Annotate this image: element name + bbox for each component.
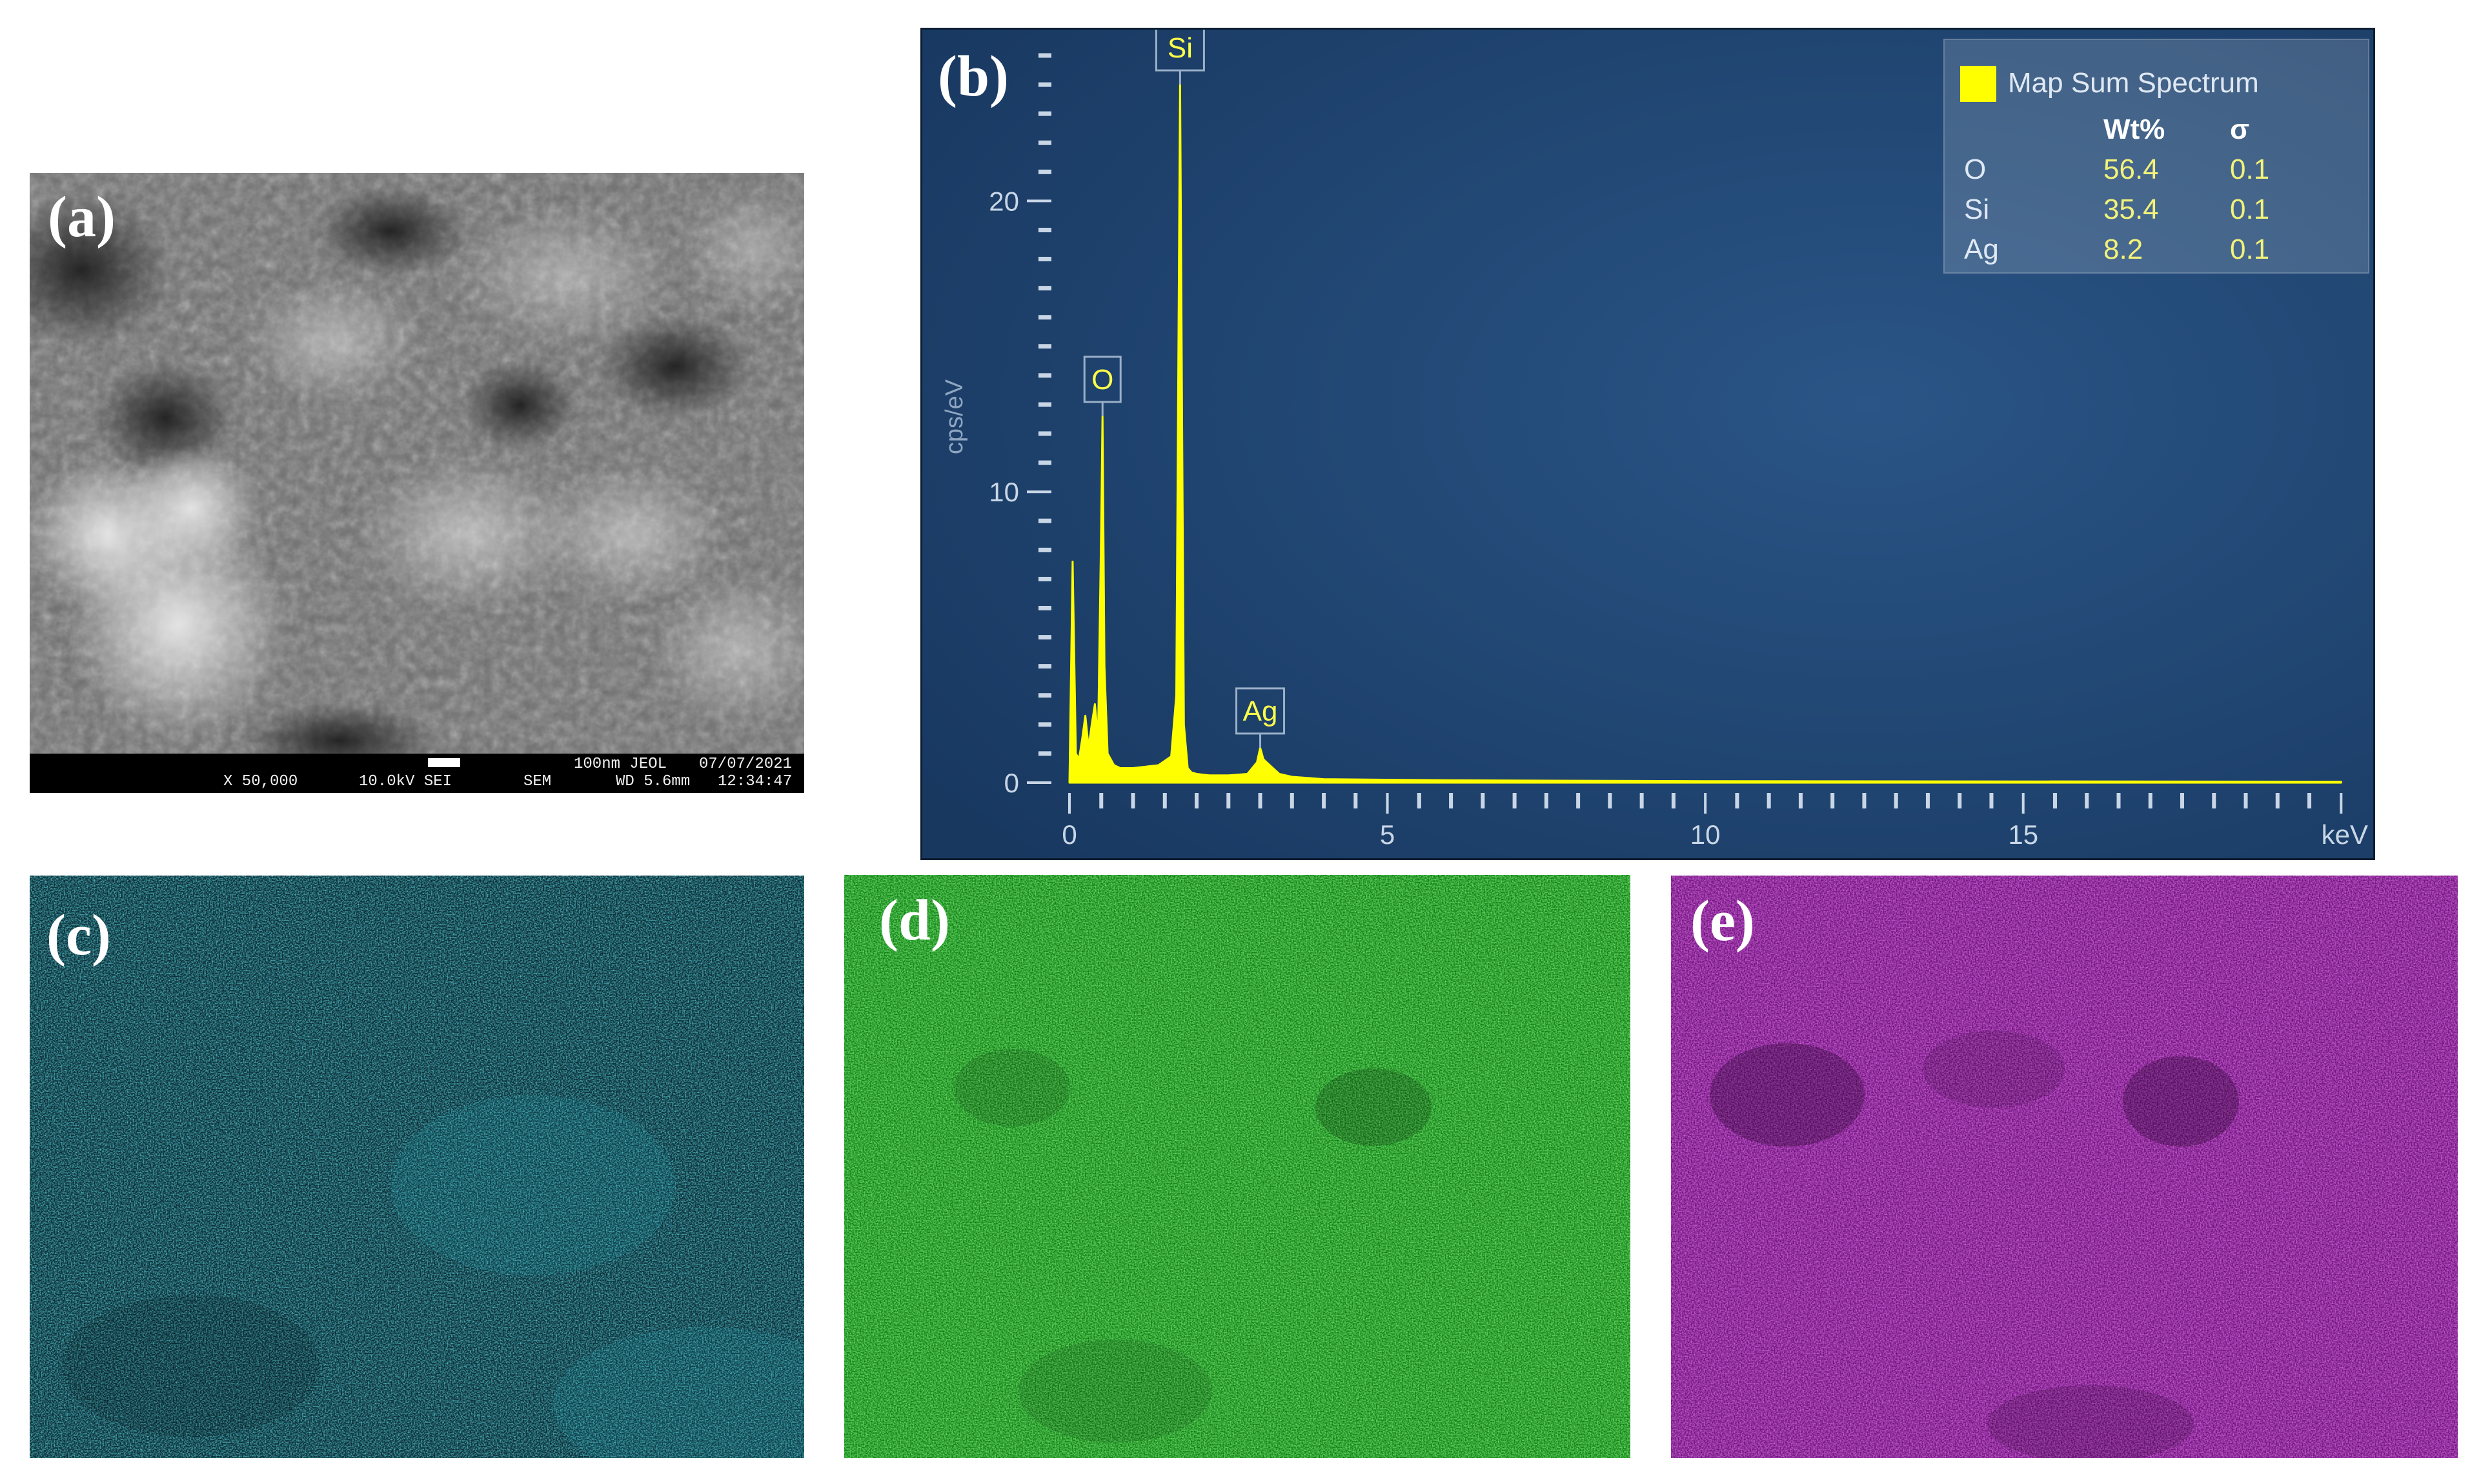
date-text: 07/07/2021 [699,756,793,773]
eds-spectrum-panel: 0 10 20 cps/eV 0 5 10 15 keV O Si Ag (b) Map Sum S… [920,28,2375,860]
elemental-map-d: (d) [844,875,1630,1458]
peak-label-box [1155,30,1205,72]
series-group [1068,83,2342,784]
x-tick-label: 15 [2008,819,2038,850]
legend-element: Ag [1964,234,1999,265]
x-axis-label: keV [2322,819,2368,850]
peak-label-box [1083,356,1122,403]
legend-sigma-value: 0.1 [2230,154,2270,185]
panel-label-a: (a) [48,185,116,249]
time-text: 12:34:47 [718,773,793,790]
legend-sigma-value: 0.1 [2230,194,2270,225]
elemental-map-c: (c) [30,876,804,1458]
peak-labels: O Si Ag [1083,30,1286,748]
spectrum-chart: 0 10 20 cps/eV 0 5 10 15 keV O Si Ag [922,30,2373,858]
y-axis-label: cps/eV [941,379,968,454]
x-tick-label: 5 [1380,819,1395,850]
map-image-e [1671,876,2458,1458]
panel-label-b: (b) [938,45,1009,108]
peak-label: Si [1168,32,1193,64]
legend-header-sigma: σ [2230,114,2250,145]
legend-title: Map Sum Spectrum [2008,67,2259,99]
legend-wt-value: 56.4 [2103,154,2159,185]
peak-label: O [1091,364,1113,396]
map-image-c [30,876,804,1458]
y-tick-label: 0 [1004,768,1019,798]
panel-label-c: (c) [46,903,111,967]
scale-text: 100nm JEOL [574,756,667,773]
legend-sigma-value: 0.1 [2230,234,2270,265]
legend-element: O [1964,154,1987,185]
mode-text: SEM [523,773,552,790]
sem-image-panel: 100nm JEOL 07/07/2021 X 50,000 10.0kV SE… [30,173,804,793]
spectrum-series [1068,83,2342,784]
y-tick-label: 20 [989,186,1019,216]
peak-label: Ag [1243,696,1278,727]
axes: 0 10 20 cps/eV 0 5 10 15 keV [941,53,2368,850]
legend-wt-value: 35.4 [2103,194,2159,225]
panel-label-d: (d) [879,888,950,952]
sem-micrograph [30,173,804,754]
working-distance-text: WD 5.6mm [616,773,691,790]
elemental-map-e: (e) [1671,876,2458,1458]
sem-info-bar: 100nm JEOL 07/07/2021 X 50,000 10.0kV SE… [30,754,804,793]
legend-header-wt: Wt% [2103,114,2165,145]
legend-swatch [1960,66,1996,102]
map-image-d [844,875,1630,1458]
magnification-text: X 50,000 [223,773,298,790]
x-tick-label: 10 [1690,819,1721,850]
peak-label-box [1235,687,1286,735]
legend: Map Sum Spectrum Wt% σ O 56.4 0.1 Si 35.… [1943,39,2369,274]
legend-element: Si [1964,194,1990,225]
panel-label-e: (e) [1690,889,1755,953]
y-tick-label: 10 [989,477,1019,507]
x-tick-label: 0 [1062,819,1077,850]
voltage-text: 10.0kV SEI [359,773,452,790]
legend-wt-value: 8.2 [2103,234,2143,265]
scale-bar [428,758,460,767]
